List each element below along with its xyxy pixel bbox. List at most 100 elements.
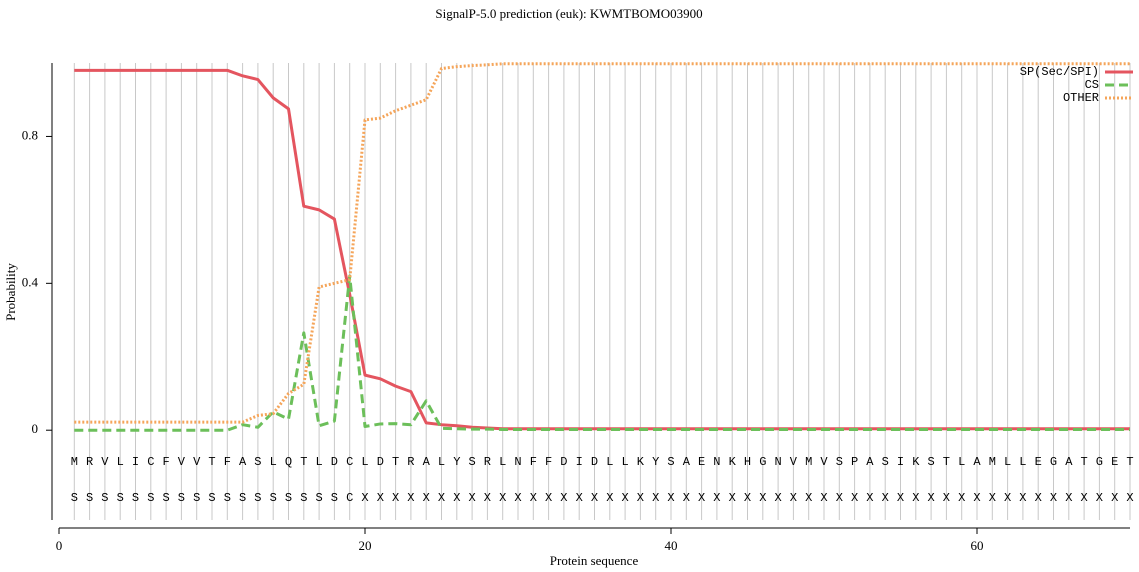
residue: M xyxy=(805,455,812,469)
residue: V xyxy=(193,455,201,469)
residue-label: S xyxy=(132,491,139,505)
residue-label: S xyxy=(147,491,154,505)
residue: T xyxy=(208,455,215,469)
residue: R xyxy=(407,455,414,469)
residue: R xyxy=(484,455,491,469)
residue-label: X xyxy=(1096,491,1103,505)
residue-label: X xyxy=(652,491,659,505)
series-line xyxy=(74,274,1130,432)
residue: S xyxy=(927,455,934,469)
series-line xyxy=(74,62,1130,424)
legend-label: SP(Sec/SPI) xyxy=(1020,65,1099,79)
residue-label: X xyxy=(407,491,414,505)
residue-label: X xyxy=(361,491,368,505)
residue: F xyxy=(530,455,537,469)
residue-label: X xyxy=(897,491,904,505)
residue-label: X xyxy=(729,491,736,505)
residue: L xyxy=(117,455,124,469)
residue-label: X xyxy=(499,491,506,505)
residue: N xyxy=(514,455,521,469)
residue: E xyxy=(698,455,705,469)
residue-label: X xyxy=(943,491,950,505)
residue-label: S xyxy=(331,491,338,505)
residue-label: X xyxy=(713,491,720,505)
residue-label: X xyxy=(468,491,475,505)
x-tick-label: 0 xyxy=(56,538,63,553)
residue-label: X xyxy=(1004,491,1011,505)
residue-label: S xyxy=(101,491,108,505)
residue: L xyxy=(1019,455,1026,469)
residue-label: X xyxy=(637,491,644,505)
residue: L xyxy=(361,455,368,469)
residue: I xyxy=(132,455,139,469)
residue: V xyxy=(101,455,109,469)
residue: D xyxy=(331,455,338,469)
legend-label: OTHER xyxy=(1063,91,1099,105)
residue-label: X xyxy=(1126,491,1133,505)
residue-label: X xyxy=(576,491,583,505)
residue-label: X xyxy=(790,491,797,505)
residue: D xyxy=(560,455,567,469)
residue: T xyxy=(1126,455,1133,469)
residue-label: X xyxy=(560,491,567,505)
residue: A xyxy=(423,455,431,469)
residue-label: X xyxy=(958,491,965,505)
residue: L xyxy=(1004,455,1011,469)
residue-label: X xyxy=(973,491,980,505)
residue: L xyxy=(270,455,277,469)
residue-label: S xyxy=(300,491,307,505)
y-tick-label: 0.4 xyxy=(22,274,39,289)
residue: P xyxy=(851,455,858,469)
series-line xyxy=(74,68,1130,431)
residue: N xyxy=(774,455,781,469)
residue-label: S xyxy=(285,491,292,505)
residue: E xyxy=(1035,455,1042,469)
residue: Y xyxy=(652,455,659,469)
residue-label: S xyxy=(315,491,322,505)
residue: D xyxy=(591,455,598,469)
residue: A xyxy=(866,455,874,469)
residue: T xyxy=(300,455,307,469)
residue-label: S xyxy=(71,491,78,505)
y-tick-label: 0.8 xyxy=(22,127,38,142)
residue: S xyxy=(667,455,674,469)
residue-label: X xyxy=(836,491,843,505)
residue: A xyxy=(973,455,981,469)
residue-label: X xyxy=(438,491,445,505)
residue-label: S xyxy=(208,491,215,505)
residue: M xyxy=(989,455,996,469)
residue: K xyxy=(912,455,920,469)
residue-label: X xyxy=(377,491,384,505)
residue-label: C xyxy=(346,491,353,505)
residue-label: X xyxy=(820,491,827,505)
residue-label: X xyxy=(514,491,521,505)
y-axis-label: Probability xyxy=(3,263,18,321)
residue: G xyxy=(759,455,766,469)
residue-label: X xyxy=(606,491,613,505)
residue-label: S xyxy=(239,491,246,505)
residue: R xyxy=(86,455,93,469)
residue-label: X xyxy=(805,491,812,505)
residue-label: X xyxy=(423,491,430,505)
residue-label: S xyxy=(162,491,169,505)
residue: M xyxy=(71,455,78,469)
residue: Y xyxy=(453,455,460,469)
residue: I xyxy=(897,455,904,469)
residue-label: X xyxy=(774,491,781,505)
residue: C xyxy=(346,455,353,469)
residue: L xyxy=(315,455,322,469)
residue: L xyxy=(499,455,506,469)
x-axis-label: Protein sequence xyxy=(550,553,639,568)
residue-label: S xyxy=(193,491,200,505)
residue: L xyxy=(438,455,445,469)
residue: N xyxy=(713,455,720,469)
residue: A xyxy=(683,455,691,469)
residue: I xyxy=(576,455,583,469)
residue-label: S xyxy=(270,491,277,505)
residue: S xyxy=(468,455,475,469)
residue-label: X xyxy=(484,491,491,505)
residue-label: X xyxy=(667,491,674,505)
residue-label: X xyxy=(683,491,690,505)
residue: K xyxy=(637,455,645,469)
